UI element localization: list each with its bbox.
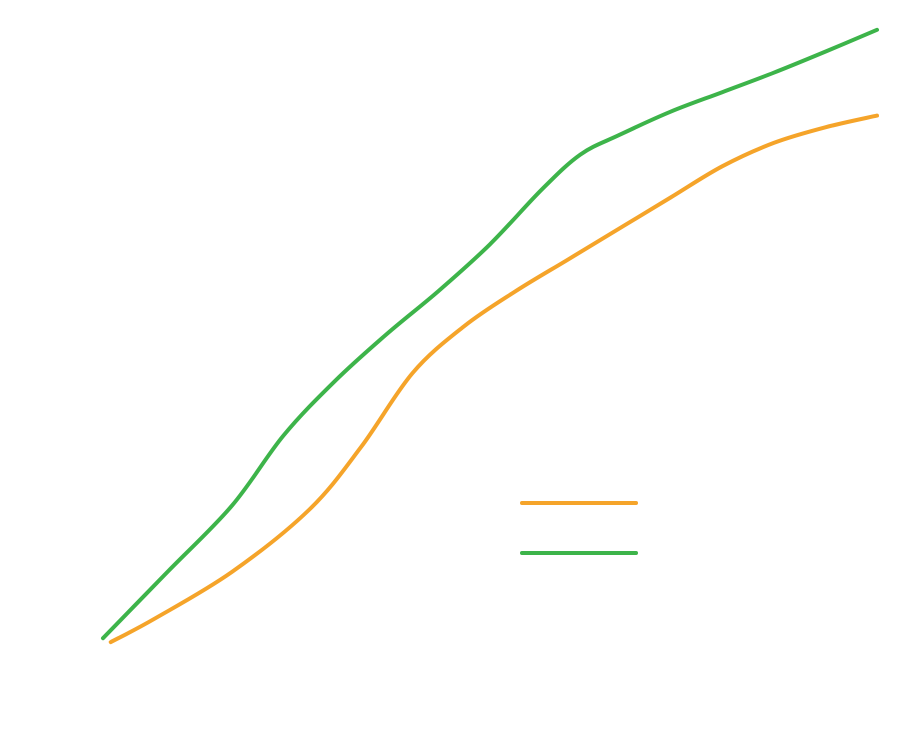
y-axis-ticks: 0 1 2 3 4 5 6 7 8	[71, 14, 121, 664]
y-tick-label: 7	[71, 92, 81, 110]
y-tick-label: 5	[71, 248, 81, 266]
series-line-japanese-brand	[101, 27, 879, 641]
y-tick-label: 3	[71, 404, 81, 422]
legend: F-8 Japanese Brand	[520, 489, 901, 569]
chart-title: Additional Power Input When Light On	[153, 1, 825, 37]
y-tick-label: 1	[71, 560, 81, 578]
x-axis-label: Speed(km/hr)	[705, 719, 905, 749]
x-tick-label: 25	[738, 674, 759, 692]
x-axis-ticks: 0 5 10 15 20 25 30	[98, 630, 888, 692]
x-tick-label: 15	[480, 674, 501, 692]
series-line-f-8	[108, 113, 879, 645]
series-lines	[101, 27, 879, 645]
y-tick-label: 4	[71, 326, 81, 344]
legend-label: F-8	[672, 489, 718, 519]
x-tick-label: 5	[227, 674, 237, 692]
x-tick-label: 10	[351, 674, 372, 692]
legend-label: Japanese Brand	[670, 539, 901, 569]
y-tick-label: 2	[71, 482, 81, 500]
y-tick-label: 0	[71, 646, 81, 664]
x-tick-label: 0	[98, 674, 108, 692]
x-tick-label: 30	[867, 674, 888, 692]
x-tick-label: 20	[609, 674, 630, 692]
y-tick-label: 6	[71, 170, 81, 188]
y-tick-label: 8	[71, 14, 81, 32]
y-axis-label: Power Input(W)	[6, 16, 36, 247]
